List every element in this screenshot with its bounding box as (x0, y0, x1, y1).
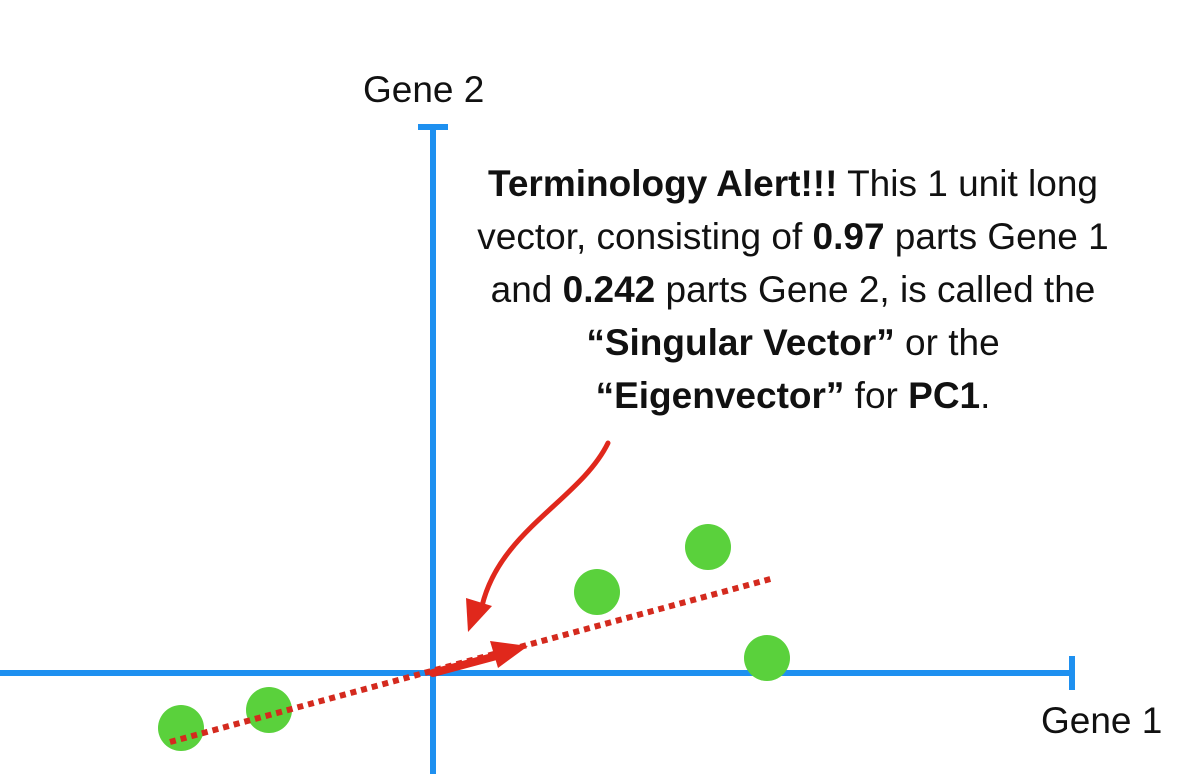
terminology-callout: Terminology Alert!!! This 1 unit long ve… (468, 157, 1118, 422)
eigenvector-term: “Eigenvector” (595, 375, 845, 416)
gene1-component-value: 0.97 (812, 216, 885, 257)
axes (0, 124, 1075, 774)
callout-text: This 1 unit long vector, consisting of (477, 163, 1098, 257)
data-point (158, 705, 204, 751)
callout-pointer-arrow (466, 440, 611, 632)
data-point (574, 569, 620, 615)
pc1-term: PC1 (908, 375, 981, 416)
x-axis-label: Gene 1 (1041, 700, 1163, 741)
unit-vector-arrow (429, 641, 528, 677)
singular-vector-term: “Singular Vector” (586, 322, 895, 363)
data-point (744, 635, 790, 681)
callout-text: parts Gene 1 and (490, 216, 1109, 310)
gene2-component-value: 0.242 (562, 269, 656, 310)
callout-text: parts Gene 2, is called the (655, 269, 1096, 310)
callout-text: . (980, 375, 991, 416)
unit-vector-shaft (429, 651, 504, 677)
callout-pointer-curve (479, 440, 611, 609)
data-point (246, 687, 292, 733)
unit-vector-head (490, 641, 528, 668)
y-axis-label: Gene 2 (363, 69, 485, 110)
data-point (685, 524, 731, 570)
callout-text: or the (894, 322, 1000, 363)
callout-text: for (844, 375, 909, 416)
callout-pointer-head (466, 598, 492, 632)
callout-alert-heading: Terminology Alert!!! (488, 163, 838, 204)
data-points (158, 524, 790, 751)
